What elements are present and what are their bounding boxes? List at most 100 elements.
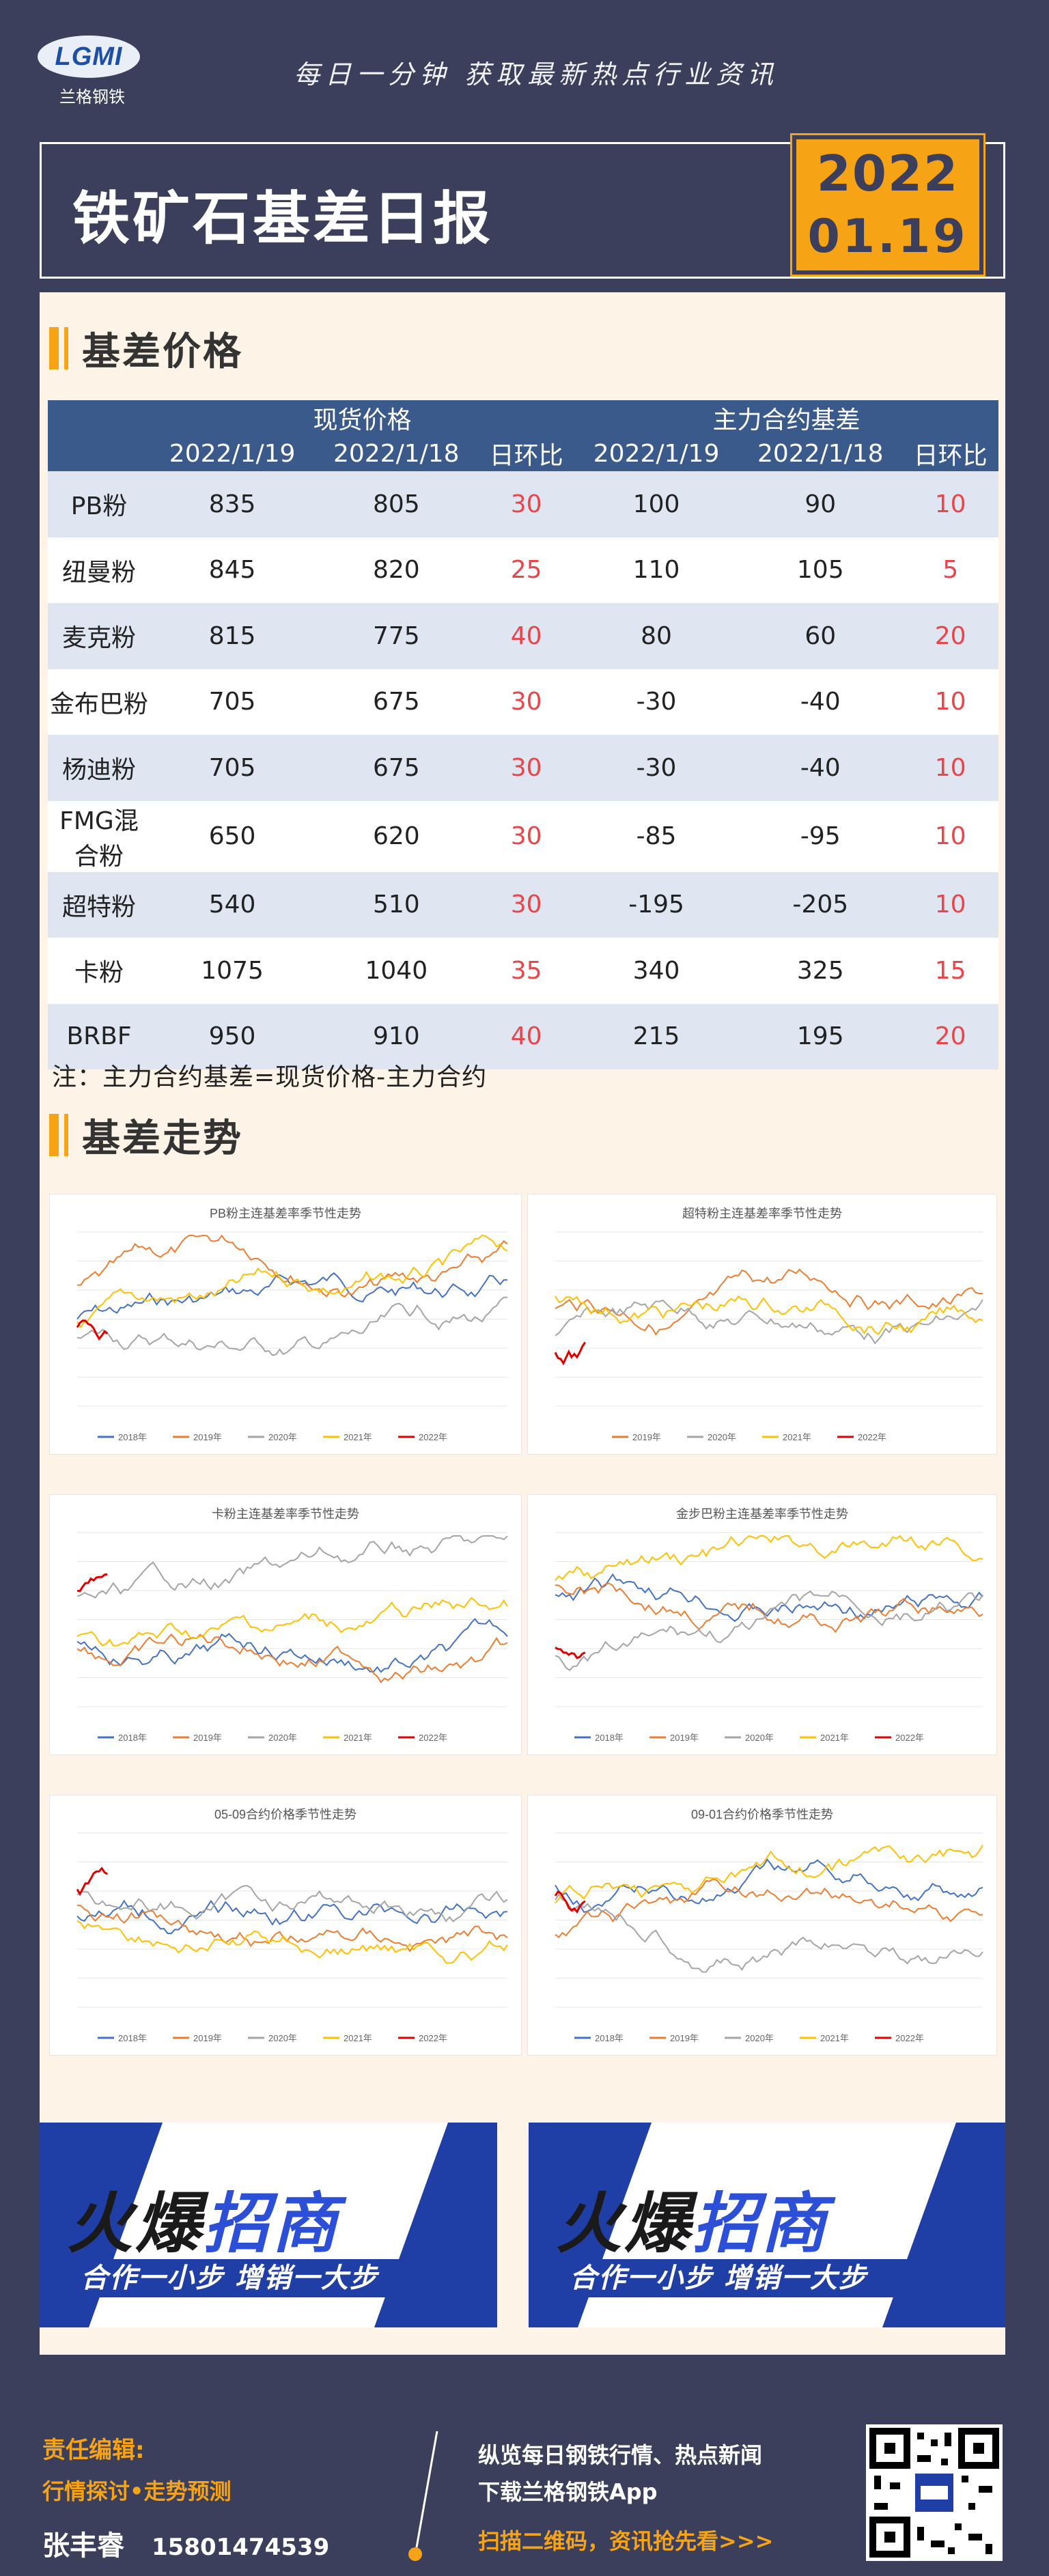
- cell-b2: 195: [796, 1022, 844, 1051]
- legend-label: 2018年: [595, 2033, 624, 2043]
- col-header: 2022/1/18: [738, 436, 903, 471]
- chart-pb: PB粉主连基差率季节性走势 2018年 2019年 2020年 2021年 2022年: [49, 1194, 522, 1455]
- legend-label: 2022年: [419, 2033, 447, 2043]
- cell-bd: 10: [934, 891, 966, 919]
- chart-pb-svg: 2018年 2019年 2020年 2021年 2022年: [76, 1231, 508, 1442]
- ad-subtitle: 合作一小步 增销一大步: [556, 2259, 918, 2297]
- cell-bd: 15: [934, 956, 966, 985]
- series-line: [76, 1597, 508, 1647]
- legend-label: 2020年: [268, 2033, 297, 2043]
- series-line: [555, 1268, 983, 1336]
- cell-name: 卡粉: [74, 959, 124, 988]
- editor-phone: 15801474539: [152, 2534, 330, 2561]
- legend-label: 2020年: [745, 1733, 774, 1743]
- cell-b2: 90: [805, 490, 837, 518]
- cell-b2: -95: [800, 822, 841, 850]
- legend-label: 2018年: [118, 1432, 147, 1442]
- section-trend-title: 基差走势: [49, 1108, 243, 1162]
- qr-code[interactable]: [866, 2424, 1003, 2561]
- topic-label: 行情探讨•走势预测: [42, 2478, 232, 2504]
- legend-label: 2022年: [895, 1733, 924, 1743]
- cell-s1: 705: [208, 753, 256, 782]
- col-header: 2022/1/19: [574, 436, 739, 471]
- editor-name-row: 张丰睿 15801474539: [42, 2523, 329, 2563]
- cell-bd: 5: [942, 556, 959, 585]
- legend-label: 2021年: [783, 1432, 811, 1442]
- chart-ka: 卡粉主连基差率季节性走势 2018年 2019年 2020年 2021年 2022年: [49, 1494, 522, 1755]
- chart-chaote: 超特粉主连基差率季节性走势 2019年 2020年 2021年 2022年: [527, 1194, 997, 1455]
- cell-s1: 540: [208, 891, 256, 919]
- chart-title: 卡粉主连基差率季节性走势: [212, 1507, 359, 1521]
- series-line: [555, 1295, 983, 1335]
- chart-title: 05-09合约价格季节性走势: [214, 1808, 357, 1821]
- chart-title: 金步巴粉主连基差率季节性走势: [676, 1507, 848, 1521]
- cell-b1: -85: [636, 822, 677, 850]
- legend-label: 2021年: [820, 2033, 849, 2043]
- cell-name: 金布巴粉: [49, 690, 148, 718]
- col-header: 日环比: [478, 436, 574, 471]
- table-row: FMG混合粉 650 620 30 -85 -95 10: [48, 800, 998, 872]
- slogan: 每日一分钟 获取最新热点行业资讯: [294, 59, 779, 89]
- cell-s1: 950: [208, 1022, 256, 1051]
- table-row: BRBF 950 910 40 215 195 20: [48, 1003, 998, 1069]
- cell-s2: 1040: [365, 956, 428, 985]
- legend-label: 2020年: [708, 1432, 736, 1442]
- cell-s2: 820: [372, 556, 420, 585]
- ad-title-b: 招商: [693, 2185, 829, 2262]
- series-line: [555, 1878, 983, 1939]
- legend-label: 2018年: [118, 1733, 147, 1743]
- chart-chaote-svg: 2019年 2020年 2021年 2022年: [554, 1231, 983, 1442]
- section-bar: [49, 327, 59, 369]
- section-bar-thin: [64, 327, 68, 369]
- series-line: [555, 1582, 983, 1634]
- cell-b1: 100: [632, 490, 680, 518]
- cell-sd: 30: [510, 490, 542, 518]
- cell-s1: 705: [208, 688, 256, 716]
- cell-b1: -30: [636, 688, 677, 716]
- footer-editor-block: 责任编辑: 行情探讨•走势预测 张丰睿 15801474539: [42, 2431, 329, 2563]
- cell-name: 杨迪粉: [61, 756, 136, 785]
- series-line: [555, 1299, 983, 1345]
- cell-name: PB粉: [70, 492, 128, 521]
- series-line: [555, 1845, 983, 1904]
- cell-s2: 675: [372, 688, 420, 716]
- cell-s2: 620: [372, 822, 420, 850]
- cell-s2: 775: [372, 621, 420, 650]
- cell-sd: 40: [510, 621, 542, 650]
- group-spot-header: 现货价格: [150, 400, 574, 436]
- cell-name: 麦克粉: [61, 624, 136, 653]
- table-row: PB粉 835 805 30 100 90 10: [48, 471, 998, 537]
- editor-label: 责任编辑:: [42, 2437, 145, 2464]
- series-line: [76, 1885, 508, 1922]
- cell-b1: -195: [628, 891, 684, 919]
- series-line: [555, 1535, 983, 1581]
- cell-s1: 845: [208, 556, 256, 585]
- ad-title-a: 火爆: [556, 2185, 693, 2262]
- ad-banner-left[interactable]: 火爆招商 合作一小步 增销一大步: [40, 2123, 497, 2327]
- ad-banner-right[interactable]: 火爆招商 合作一小步 增销一大步: [529, 2123, 1005, 2327]
- legend-label: 2020年: [745, 2033, 774, 2043]
- table-row: 麦克粉 815 775 40 80 60 20: [48, 603, 998, 669]
- series-line: [76, 1272, 508, 1320]
- cell-b2: -205: [792, 891, 849, 919]
- basis-price-table: 现货价格 主力合约基差 2022/1/19 2022/1/18 日环比 2022…: [48, 400, 998, 1069]
- chart-jinbuba-svg: 2018年 2019年 2020年 2021年 2022年: [555, 1532, 983, 1743]
- qr-icon: [869, 2428, 999, 2558]
- group-basis-header: 主力合约基差: [574, 400, 998, 436]
- legend-label: 2020年: [268, 1733, 297, 1743]
- series-line: [555, 1590, 983, 1672]
- section-trend-label: 基差走势: [82, 1116, 243, 1161]
- legend-label: 2019年: [193, 2033, 222, 2043]
- cell-b2: -40: [800, 753, 841, 782]
- table-row: 卡粉 1075 1040 35 340 325 15: [48, 938, 998, 1004]
- legend-label: 2021年: [344, 2033, 372, 2043]
- chart-0901-svg: 2018年 2019年 2020年 2021年 2022年: [554, 1832, 983, 2043]
- chart-0901: 09-01合约价格季节性走势 2018年 2019年 2020年 2021年 2022年: [527, 1795, 997, 2056]
- cell-b1: 340: [632, 956, 680, 985]
- series-line: [555, 1573, 983, 1623]
- cell-name: 纽曼粉: [61, 558, 136, 587]
- cell-s1: 815: [208, 621, 256, 650]
- legend-label: 2019年: [193, 1432, 222, 1442]
- legend-label: 2021年: [344, 1733, 372, 1743]
- cell-b1: 80: [641, 621, 672, 650]
